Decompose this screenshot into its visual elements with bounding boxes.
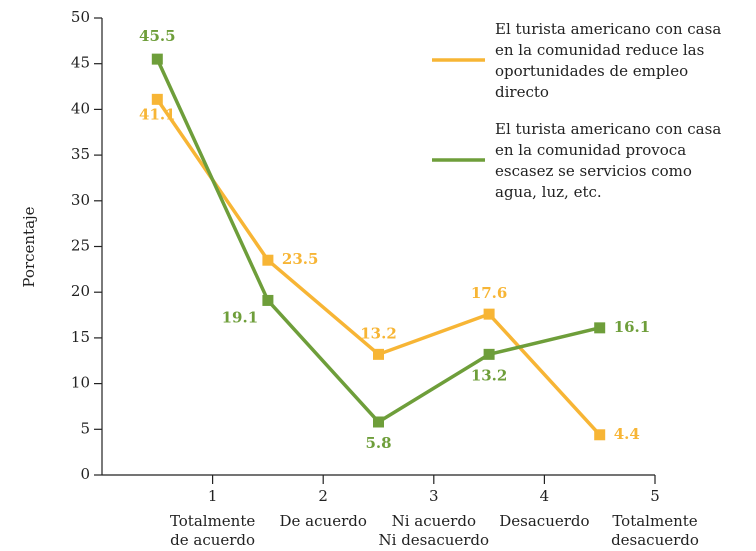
series-line xyxy=(155,58,601,424)
point-marker xyxy=(483,308,495,320)
legend-label: El turista americano con casa en la comun… xyxy=(495,20,721,101)
category-label: Ni acuerdo Ni desacuerdo xyxy=(379,512,490,549)
y-tick-label: 25 xyxy=(71,237,90,255)
point-marker xyxy=(262,254,274,266)
x-tick-label: 5 xyxy=(650,487,660,505)
value-label: 5.8 xyxy=(365,434,391,452)
point-marker xyxy=(262,294,274,306)
y-tick-label: 45 xyxy=(71,54,90,72)
value-label: 41.1 xyxy=(139,105,176,123)
point-marker xyxy=(373,348,384,360)
y-tick-label: 5 xyxy=(80,419,90,437)
point-marker xyxy=(483,348,495,360)
legend-label: El turista americano con casa en la comun… xyxy=(495,120,721,201)
value-label: 19.1 xyxy=(222,308,259,326)
point-marker xyxy=(373,416,384,428)
y-tick-label: 50 xyxy=(71,8,90,26)
y-axis-label: Porcentaje xyxy=(20,206,38,287)
value-label: 13.2 xyxy=(360,324,397,342)
value-label: 13.2 xyxy=(471,366,508,384)
value-label: 45.5 xyxy=(139,27,176,45)
value-label: 23.5 xyxy=(282,250,319,268)
point-marker xyxy=(594,429,606,441)
value-label: 17.6 xyxy=(471,284,508,302)
category-label: Totalmente de acuerdo xyxy=(170,512,255,549)
y-tick-label: 10 xyxy=(71,374,90,392)
y-tick-label: 0 xyxy=(80,465,90,483)
category-label: De acuerdo xyxy=(280,512,367,530)
x-tick-label: 4 xyxy=(540,487,550,505)
y-tick-label: 20 xyxy=(71,282,90,300)
y-tick-label: 40 xyxy=(71,99,90,117)
category-label: Totalmente desacuerdo xyxy=(611,512,699,549)
value-label: 4.4 xyxy=(614,425,640,443)
value-label: 16.1 xyxy=(614,318,651,336)
point-marker xyxy=(151,93,163,105)
x-tick-label: 1 xyxy=(208,487,218,505)
point-marker xyxy=(594,322,606,334)
point-marker xyxy=(151,53,163,65)
y-tick-label: 35 xyxy=(71,145,90,163)
x-tick-label: 2 xyxy=(318,487,328,505)
y-tick-label: 15 xyxy=(71,328,90,346)
category-label: Desacuerdo xyxy=(499,512,589,530)
y-tick-label: 30 xyxy=(71,191,90,209)
x-tick-label: 3 xyxy=(429,487,439,505)
